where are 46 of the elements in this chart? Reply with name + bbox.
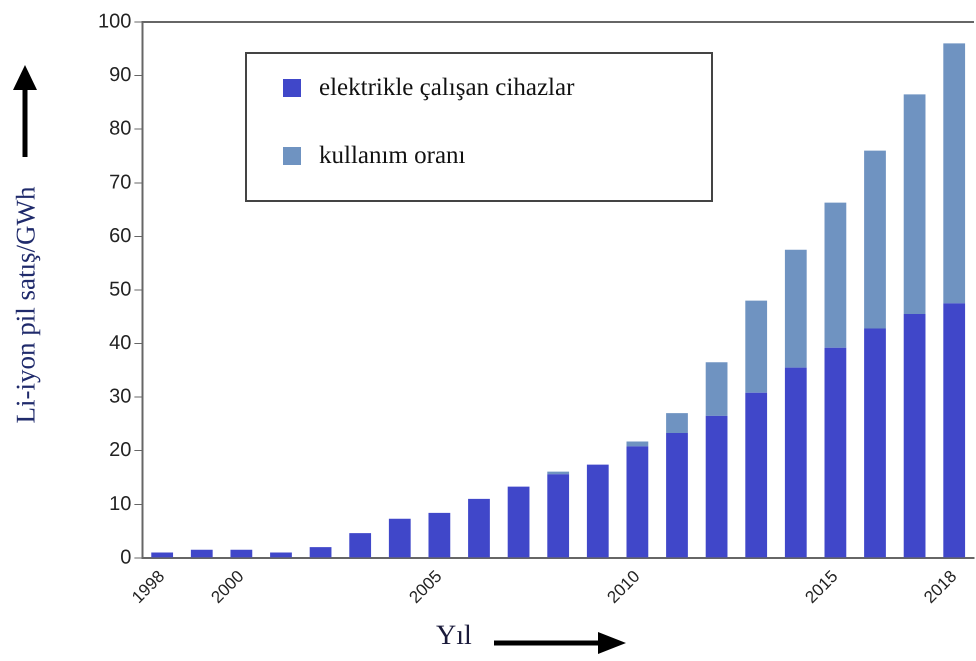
y-tick-label: 0 — [120, 546, 132, 568]
bar — [864, 328, 886, 558]
bar — [230, 550, 252, 558]
bar — [745, 392, 768, 558]
y-axis-title: Li-iyon pil satış/GWh — [10, 186, 42, 424]
y-tick-label: 90 — [109, 64, 132, 86]
bar — [388, 518, 411, 558]
bar — [943, 303, 966, 558]
bar — [190, 550, 213, 558]
bar — [706, 416, 728, 558]
bar — [586, 464, 609, 558]
bar — [666, 413, 688, 433]
bar — [745, 300, 768, 393]
y-tick-label: 70 — [109, 171, 132, 194]
legend-label: kullanım oranı — [319, 142, 466, 170]
bar — [824, 202, 846, 348]
bar — [666, 432, 688, 558]
bar — [626, 446, 648, 558]
bar — [784, 368, 807, 558]
bar — [904, 94, 926, 314]
bar — [310, 547, 332, 558]
y-tick-label: 100 — [98, 10, 132, 33]
bar — [943, 43, 966, 304]
bar — [468, 498, 490, 558]
bar — [784, 250, 807, 368]
y-tick-label: 80 — [109, 118, 132, 140]
bar — [349, 533, 372, 558]
y-tick-label: 20 — [109, 439, 132, 462]
bar — [547, 472, 570, 474]
x-axis-title: Yıl — [436, 620, 472, 652]
bar — [904, 314, 926, 558]
bar — [626, 442, 648, 446]
bar — [151, 552, 174, 558]
bar — [270, 552, 292, 558]
bar — [824, 348, 846, 558]
bar — [706, 362, 728, 416]
y-tick-label: 50 — [109, 278, 132, 300]
bar — [864, 150, 886, 328]
bar — [547, 474, 570, 558]
bar — [428, 512, 450, 558]
bar — [508, 486, 530, 558]
legend-label: elektrikle çalışan cihazlar — [319, 74, 574, 102]
y-tick-label: 10 — [109, 492, 132, 515]
y-tick-label: 40 — [109, 332, 132, 354]
y-tick-label: 60 — [109, 224, 132, 247]
y-tick-label: 30 — [109, 386, 132, 408]
